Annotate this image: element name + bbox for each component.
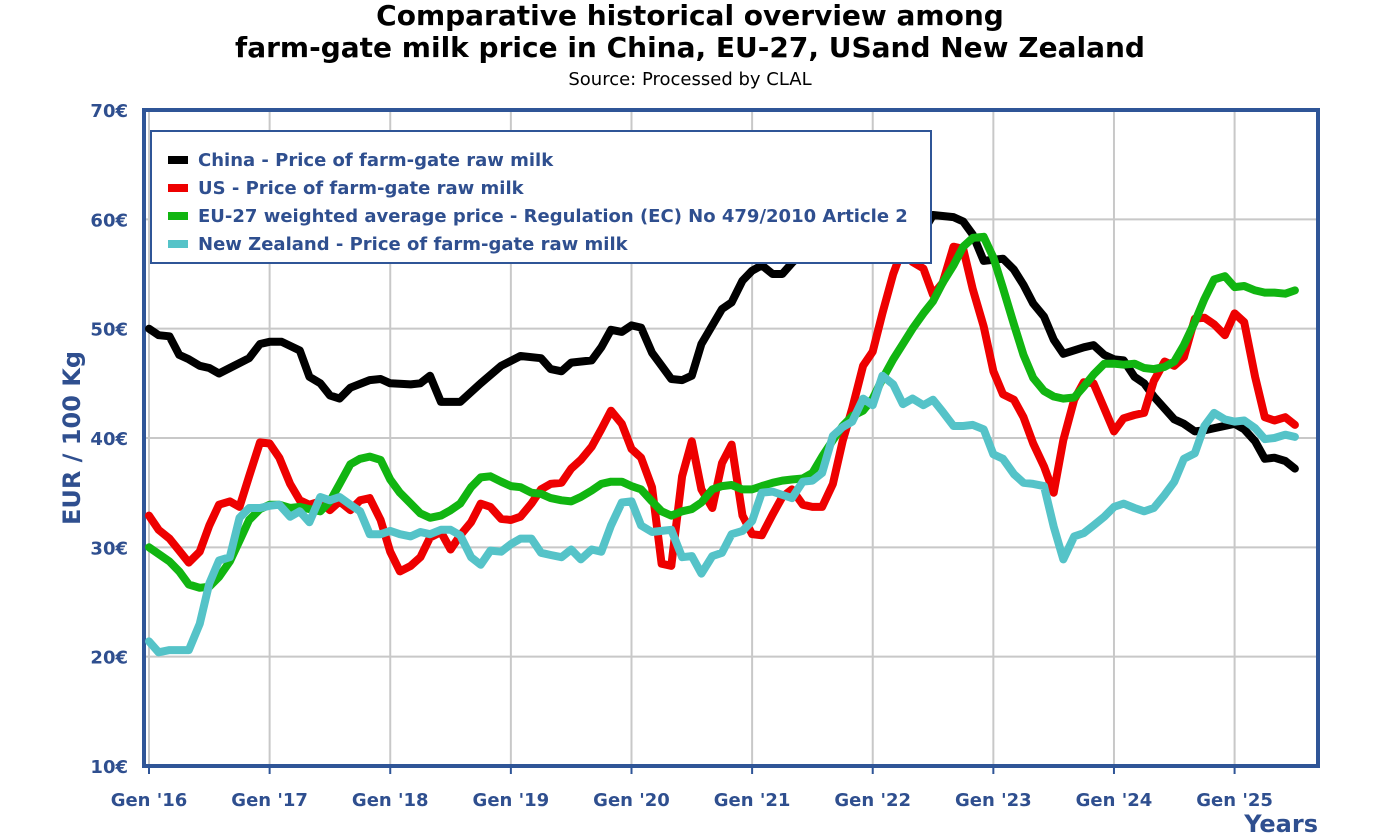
legend-label-2: US - Price of farm-gate raw milk [198,178,525,199]
y-tick-label: 20€ [90,648,128,669]
y-axis-label: EUR / 100 Kg [58,351,86,525]
y-tick-label: 60€ [90,210,128,231]
series-lines [145,207,1299,657]
y-axis-ticks: 10€ 20€ 30€ 40€ 50€ 60€ 70€ [90,101,128,778]
series-line-3 [145,232,1299,592]
x-tick-label: Gen '18 [352,790,429,811]
x-tick-label: Gen '22 [834,790,911,811]
chart-title: Comparative historical overview among fa… [0,0,1380,64]
series-line-1 [145,207,1299,473]
x-tick-label: Gen '19 [473,790,550,811]
x-tick-label: Gen '25 [1196,790,1273,811]
x-tick-label: Gen '17 [231,790,308,811]
legend: China - Price of farm-gate raw milk US - … [150,130,932,264]
legend-label-1: China - Price of farm-gate raw milk [198,150,554,171]
x-tick-label: Gen '21 [714,790,791,811]
legend-box [150,130,932,264]
plot-frame [142,108,1320,768]
legend-label-4: New Zealand - Price of farm-gate raw mil… [198,234,629,255]
x-tick-label: Gen '20 [593,790,670,811]
y-tick-label: 40€ [90,429,128,450]
x-axis-ticks: Gen '16 Gen '17 Gen '18 Gen '19 Gen '20 Gen '… [111,766,1273,811]
chart-subtitle: Source: Processed by CLAL [568,69,812,90]
y-tick-label: 70€ [90,101,128,122]
series-line-4 [145,371,1299,657]
y-tick-label: 30€ [90,538,128,559]
y-tick-label: 10€ [90,757,128,778]
chart-title-line-1: Comparative historical overview among [376,0,1004,32]
x-axis-label: Years [1243,810,1318,838]
x-tick-label: Gen '16 [111,790,188,811]
chart-title-line-2: farm-gate milk price in China, EU-27, US… [235,31,1145,64]
x-tick-label: Gen '24 [1076,790,1153,811]
x-tick-label: Gen '23 [955,790,1032,811]
series-line-2 [145,242,1299,576]
legend-label-3: EU-27 weighted average price - Regulatio… [198,206,908,227]
y-tick-label: 50€ [90,320,128,341]
